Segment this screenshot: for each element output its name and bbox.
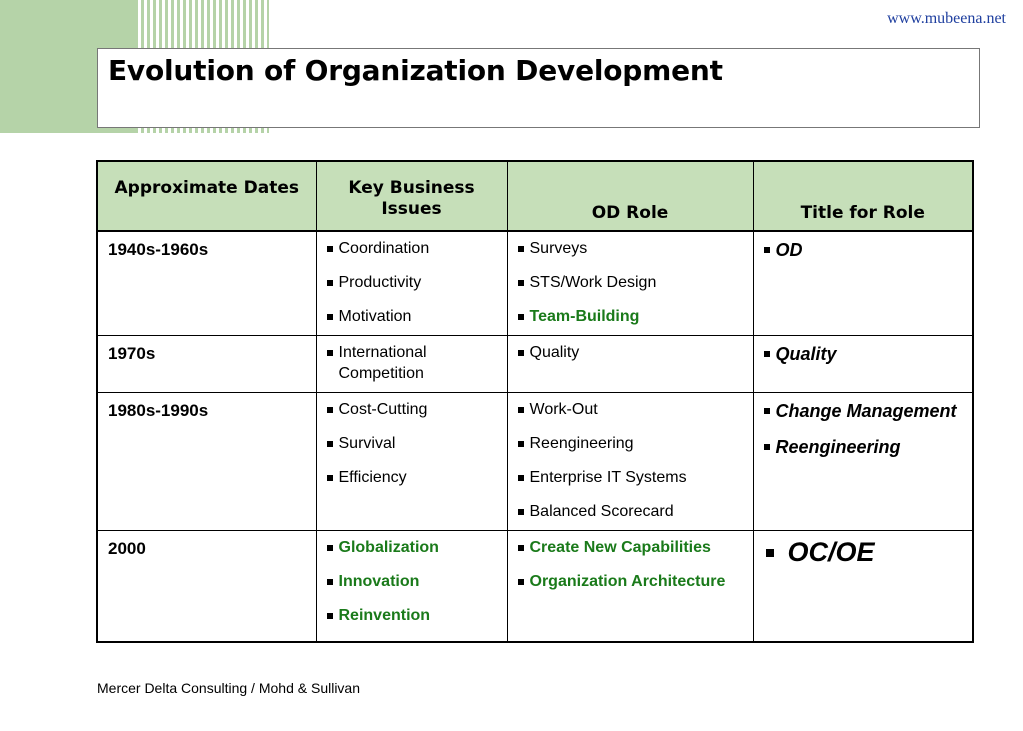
role-title-item: OD	[762, 238, 965, 262]
roles-cell: Surveys STS/Work Design Team-Building	[506, 230, 754, 336]
table-header-row: Approximate Dates Key Business Issues OD…	[96, 160, 974, 232]
issues-cell: Cost-Cutting Survival Efficiency	[315, 392, 508, 531]
page-title: Evolution of Organization Development	[108, 54, 723, 87]
role-title-item: Quality	[762, 342, 965, 366]
roles-list: Work-Out Reengineering Enterprise IT Syste…	[516, 399, 745, 522]
roles-cell: Work-Out Reengineering Enterprise IT Syste…	[506, 392, 754, 531]
od-role-item: Quality	[516, 342, 745, 363]
issues-list: International Competition	[325, 342, 499, 384]
titles-cell: Quality	[752, 335, 974, 393]
business-issue-item: Productivity	[325, 272, 499, 293]
od-role-item: Reengineering	[516, 433, 745, 454]
business-issue-item: Cost-Cutting	[325, 399, 499, 420]
table-row: 1980s-1990s Cost-Cutting Survival Efficienc…	[96, 392, 974, 531]
titles-cell: OD	[752, 230, 974, 336]
business-issue-item: Survival	[325, 433, 499, 454]
issues-list: Coordination Productivity Motivation	[325, 238, 499, 327]
table-row: 1940s-1960s Coordination Productivity Motiv…	[96, 230, 974, 336]
table-body: 1940s-1960s Coordination Productivity Motiv…	[96, 230, 974, 642]
header-approximate-dates: Approximate Dates	[96, 160, 317, 232]
issues-cell: Coordination Productivity Motivation	[315, 230, 508, 336]
row-date: 1970s	[96, 335, 317, 393]
od-role-item: Organization Architecture	[516, 571, 745, 592]
od-role-item: Work-Out	[516, 399, 745, 420]
od-role-item: Balanced Scorecard	[516, 501, 745, 522]
roles-list: Create New Capabilities Organization Arch…	[516, 537, 745, 592]
row-date: 1940s-1960s	[96, 230, 317, 336]
business-issue-item: Efficiency	[325, 467, 499, 488]
roles-cell: Create New Capabilities Organization Arch…	[506, 530, 754, 642]
footer-credit: Mercer Delta Consulting / Mohd & Sulliva…	[97, 680, 361, 696]
header-od-role: OD Role	[506, 160, 754, 232]
titles-list: OD	[762, 238, 965, 262]
title-box: Evolution of Organization Development	[97, 48, 980, 128]
titles-list: Quality	[762, 342, 965, 366]
od-role-item: Create New Capabilities	[516, 537, 745, 558]
header-key-business-issues: Key Business Issues	[315, 160, 508, 232]
titles-cell: OC/OE	[752, 530, 974, 642]
business-issue-item: Motivation	[325, 306, 499, 327]
business-issue-item: Reinvention	[325, 605, 499, 626]
od-evolution-table: Approximate Dates Key Business Issues OD…	[96, 160, 974, 643]
issues-list: Cost-Cutting Survival Efficiency	[325, 399, 499, 488]
site-url: www.mubeena.net	[887, 10, 1006, 27]
row-date: 1980s-1990s	[96, 392, 317, 531]
issues-cell: Globalization Innovation Reinvention	[315, 530, 508, 642]
roles-list: Quality	[516, 342, 745, 363]
row-date: 2000	[96, 530, 317, 642]
role-title-item: Change Management	[762, 399, 965, 423]
business-issue-item: Globalization	[325, 537, 499, 558]
issues-list: Globalization Innovation Reinvention	[325, 537, 499, 626]
business-issue-item: Innovation	[325, 571, 499, 592]
titles-list: OC/OE	[762, 537, 965, 567]
roles-list: Surveys STS/Work Design Team-Building	[516, 238, 745, 327]
table-row: 2000 Globalization Innovation Reinvention Cr…	[96, 530, 974, 642]
business-issue-item: International Competition	[325, 342, 499, 384]
od-role-item: Enterprise IT Systems	[516, 467, 745, 488]
titles-cell: Change Management Reengineering	[752, 392, 974, 531]
titles-list: Change Management Reengineering	[762, 399, 965, 459]
business-issue-item: Coordination	[325, 238, 499, 259]
role-title-item: Reengineering	[762, 435, 965, 459]
od-role-item: Surveys	[516, 238, 745, 259]
roles-cell: Quality	[506, 335, 754, 393]
header-title-for-role: Title for Role	[752, 160, 974, 232]
od-role-item: STS/Work Design	[516, 272, 745, 293]
role-title-item: OC/OE	[762, 537, 965, 567]
table-row: 1970s International Competition Quality Qua…	[96, 335, 974, 393]
issues-cell: International Competition	[315, 335, 508, 393]
od-role-item: Team-Building	[516, 306, 745, 327]
